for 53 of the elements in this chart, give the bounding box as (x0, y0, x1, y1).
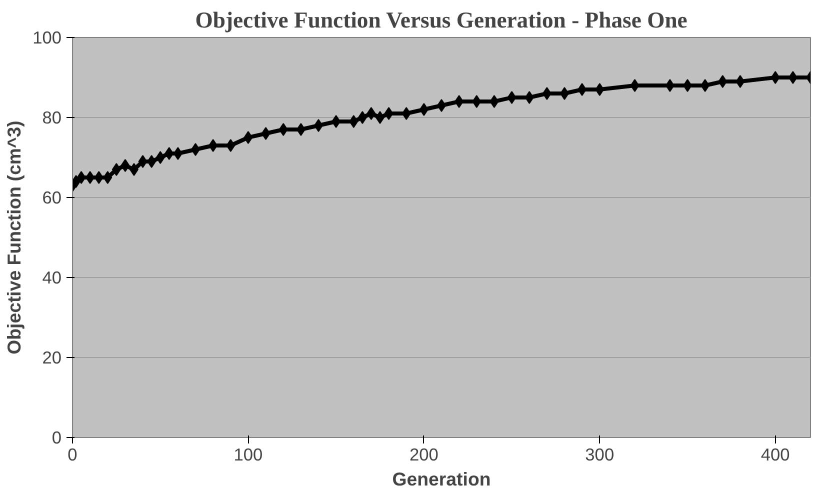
point (700, 79, 710, 92)
point (366, 107, 376, 120)
chart-title: Objective Function Versus Generation - Phase One (195, 8, 688, 32)
y-axis-title: Objective Function (cm^3) (4, 120, 25, 354)
point (76, 171, 86, 184)
point (507, 91, 516, 104)
point (120, 159, 130, 172)
point (358, 111, 367, 124)
point (788, 71, 798, 84)
x-tick-label: 400 (760, 444, 790, 464)
point (173, 147, 182, 160)
point (472, 95, 482, 108)
point (630, 79, 640, 92)
point (736, 75, 745, 88)
point (770, 71, 780, 84)
point (578, 83, 587, 96)
point (542, 87, 552, 100)
point (164, 147, 174, 160)
point (138, 155, 148, 168)
point (156, 151, 165, 164)
y-tick-label: 60 (42, 188, 62, 208)
y-tick-label: 100 (32, 28, 62, 48)
x-tick-label: 200 (409, 444, 438, 464)
point (419, 103, 428, 116)
point (112, 163, 121, 176)
point (454, 95, 464, 108)
y-tick-label: 80 (42, 108, 62, 128)
point (665, 79, 674, 92)
x-axis-title: Generation (392, 468, 491, 490)
point (402, 107, 411, 120)
point (718, 75, 728, 88)
point (208, 139, 218, 152)
y-tick-label: 20 (42, 348, 62, 368)
point (103, 171, 112, 184)
point (595, 83, 604, 96)
point (490, 95, 499, 108)
point (226, 139, 236, 152)
point (296, 123, 306, 136)
point (94, 171, 104, 184)
point (384, 107, 394, 120)
point (86, 171, 95, 184)
point (278, 123, 288, 136)
point (349, 115, 358, 128)
point (524, 91, 534, 104)
point (244, 131, 253, 144)
x-tick-label: 0 (68, 444, 78, 464)
x-tick-label: 100 (234, 444, 263, 464)
y-tick-label: 40 (42, 268, 62, 288)
y-tick-label: 0 (52, 428, 62, 448)
x-tick-label: 300 (585, 444, 614, 464)
point (332, 115, 341, 128)
point (261, 127, 270, 140)
point (147, 155, 156, 168)
